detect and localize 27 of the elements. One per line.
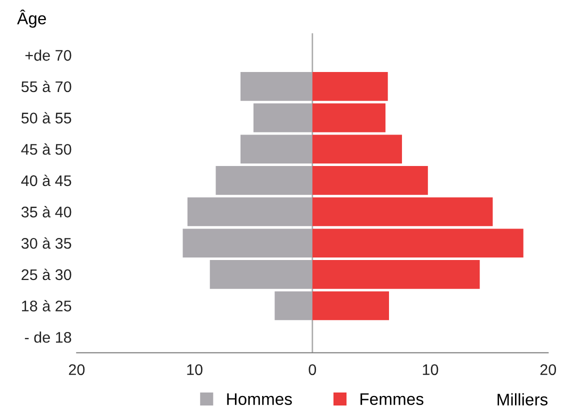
y-tick-label: 18 à 25 — [22, 300, 72, 312]
bar — [312, 134, 402, 164]
x-tick-label: 20 — [540, 364, 556, 376]
bar — [312, 228, 524, 258]
bar — [312, 291, 390, 320]
y-tick-label: 50 à 55 — [21, 112, 72, 124]
bar — [312, 103, 386, 132]
bar — [312, 260, 480, 289]
y-tick-label: 30 à 35 — [21, 237, 72, 249]
y-tick-label: +de 70 — [25, 50, 72, 61]
x-tick-label: 10 — [187, 364, 202, 376]
legend-label: Femmes — [360, 393, 424, 406]
x-tick-label: 10 — [422, 364, 438, 376]
y-tick-label: 35 à 40 — [21, 206, 72, 218]
y-tick-label: - de 18 — [24, 332, 72, 343]
y-tick-label: 55 à 70 — [21, 80, 72, 92]
bar — [312, 72, 388, 101]
bar — [312, 166, 428, 195]
x-tick-label: 0 — [308, 364, 316, 376]
y-axis-title: Âge — [17, 10, 46, 28]
legend-label: Hommes — [227, 393, 292, 406]
x-axis-title: Milliers — [498, 393, 548, 406]
bar — [312, 197, 493, 226]
y-tick-label: 45 à 50 — [21, 143, 72, 155]
y-tick-label: 40 à 45 — [21, 174, 72, 186]
x-tick-label: 20 — [68, 364, 85, 376]
y-tick-label: 25 à 30 — [22, 268, 72, 280]
